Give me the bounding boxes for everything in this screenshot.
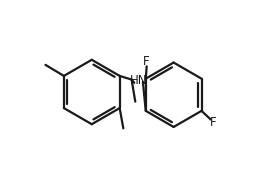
Text: HN: HN	[130, 74, 147, 86]
Text: F: F	[210, 116, 217, 129]
Text: F: F	[143, 55, 150, 68]
